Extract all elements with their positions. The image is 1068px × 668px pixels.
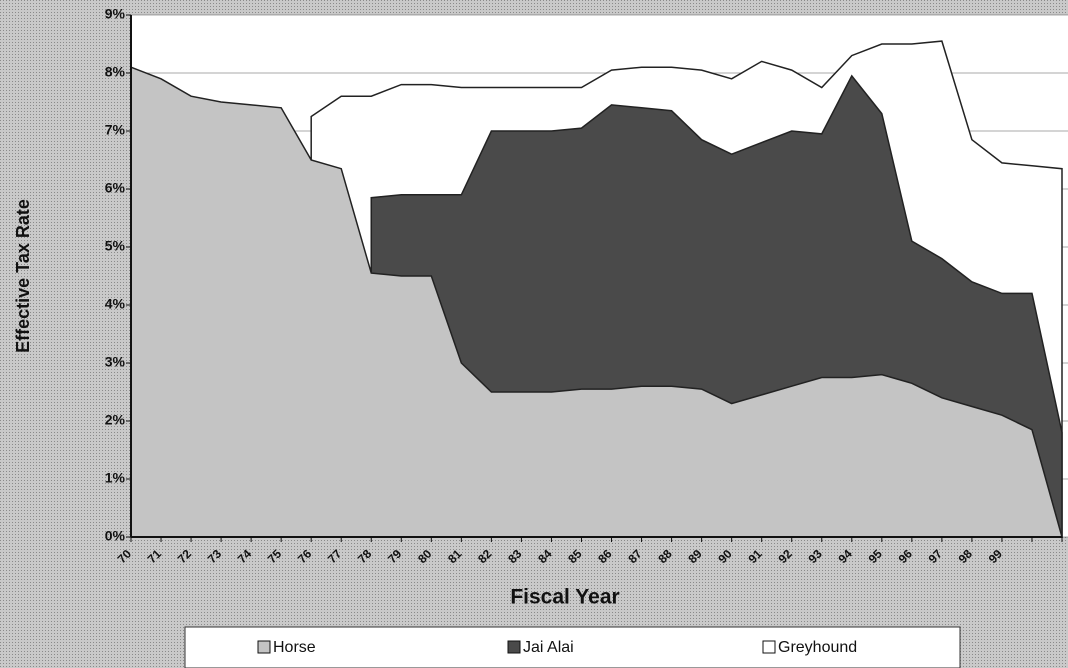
y-tick-label: 6%	[105, 180, 126, 196]
legend-swatch	[507, 640, 521, 654]
y-tick-label: 5%	[105, 238, 126, 254]
legend-swatch	[257, 640, 271, 654]
legend-label: Jai Alai	[523, 639, 574, 656]
y-tick-label: 9%	[105, 6, 126, 22]
legend-swatch	[762, 640, 776, 654]
y-tick-label: 8%	[105, 64, 126, 80]
legend	[184, 626, 961, 668]
y-tick-label: 4%	[105, 296, 126, 312]
x-axis-title: Fiscal Year	[510, 586, 619, 609]
area	[130, 66, 1063, 538]
y-tick-label: 1%	[105, 470, 126, 486]
y-tick-label: 7%	[105, 122, 126, 138]
y-tick-label: 0%	[105, 528, 126, 544]
y-tick-label: 2%	[105, 412, 126, 428]
y-tick-label: 3%	[105, 354, 126, 370]
legend-label: Greyhound	[778, 639, 857, 656]
legend-label: Horse	[273, 639, 316, 656]
y-axis-title: Effective Tax Rate	[13, 199, 33, 353]
